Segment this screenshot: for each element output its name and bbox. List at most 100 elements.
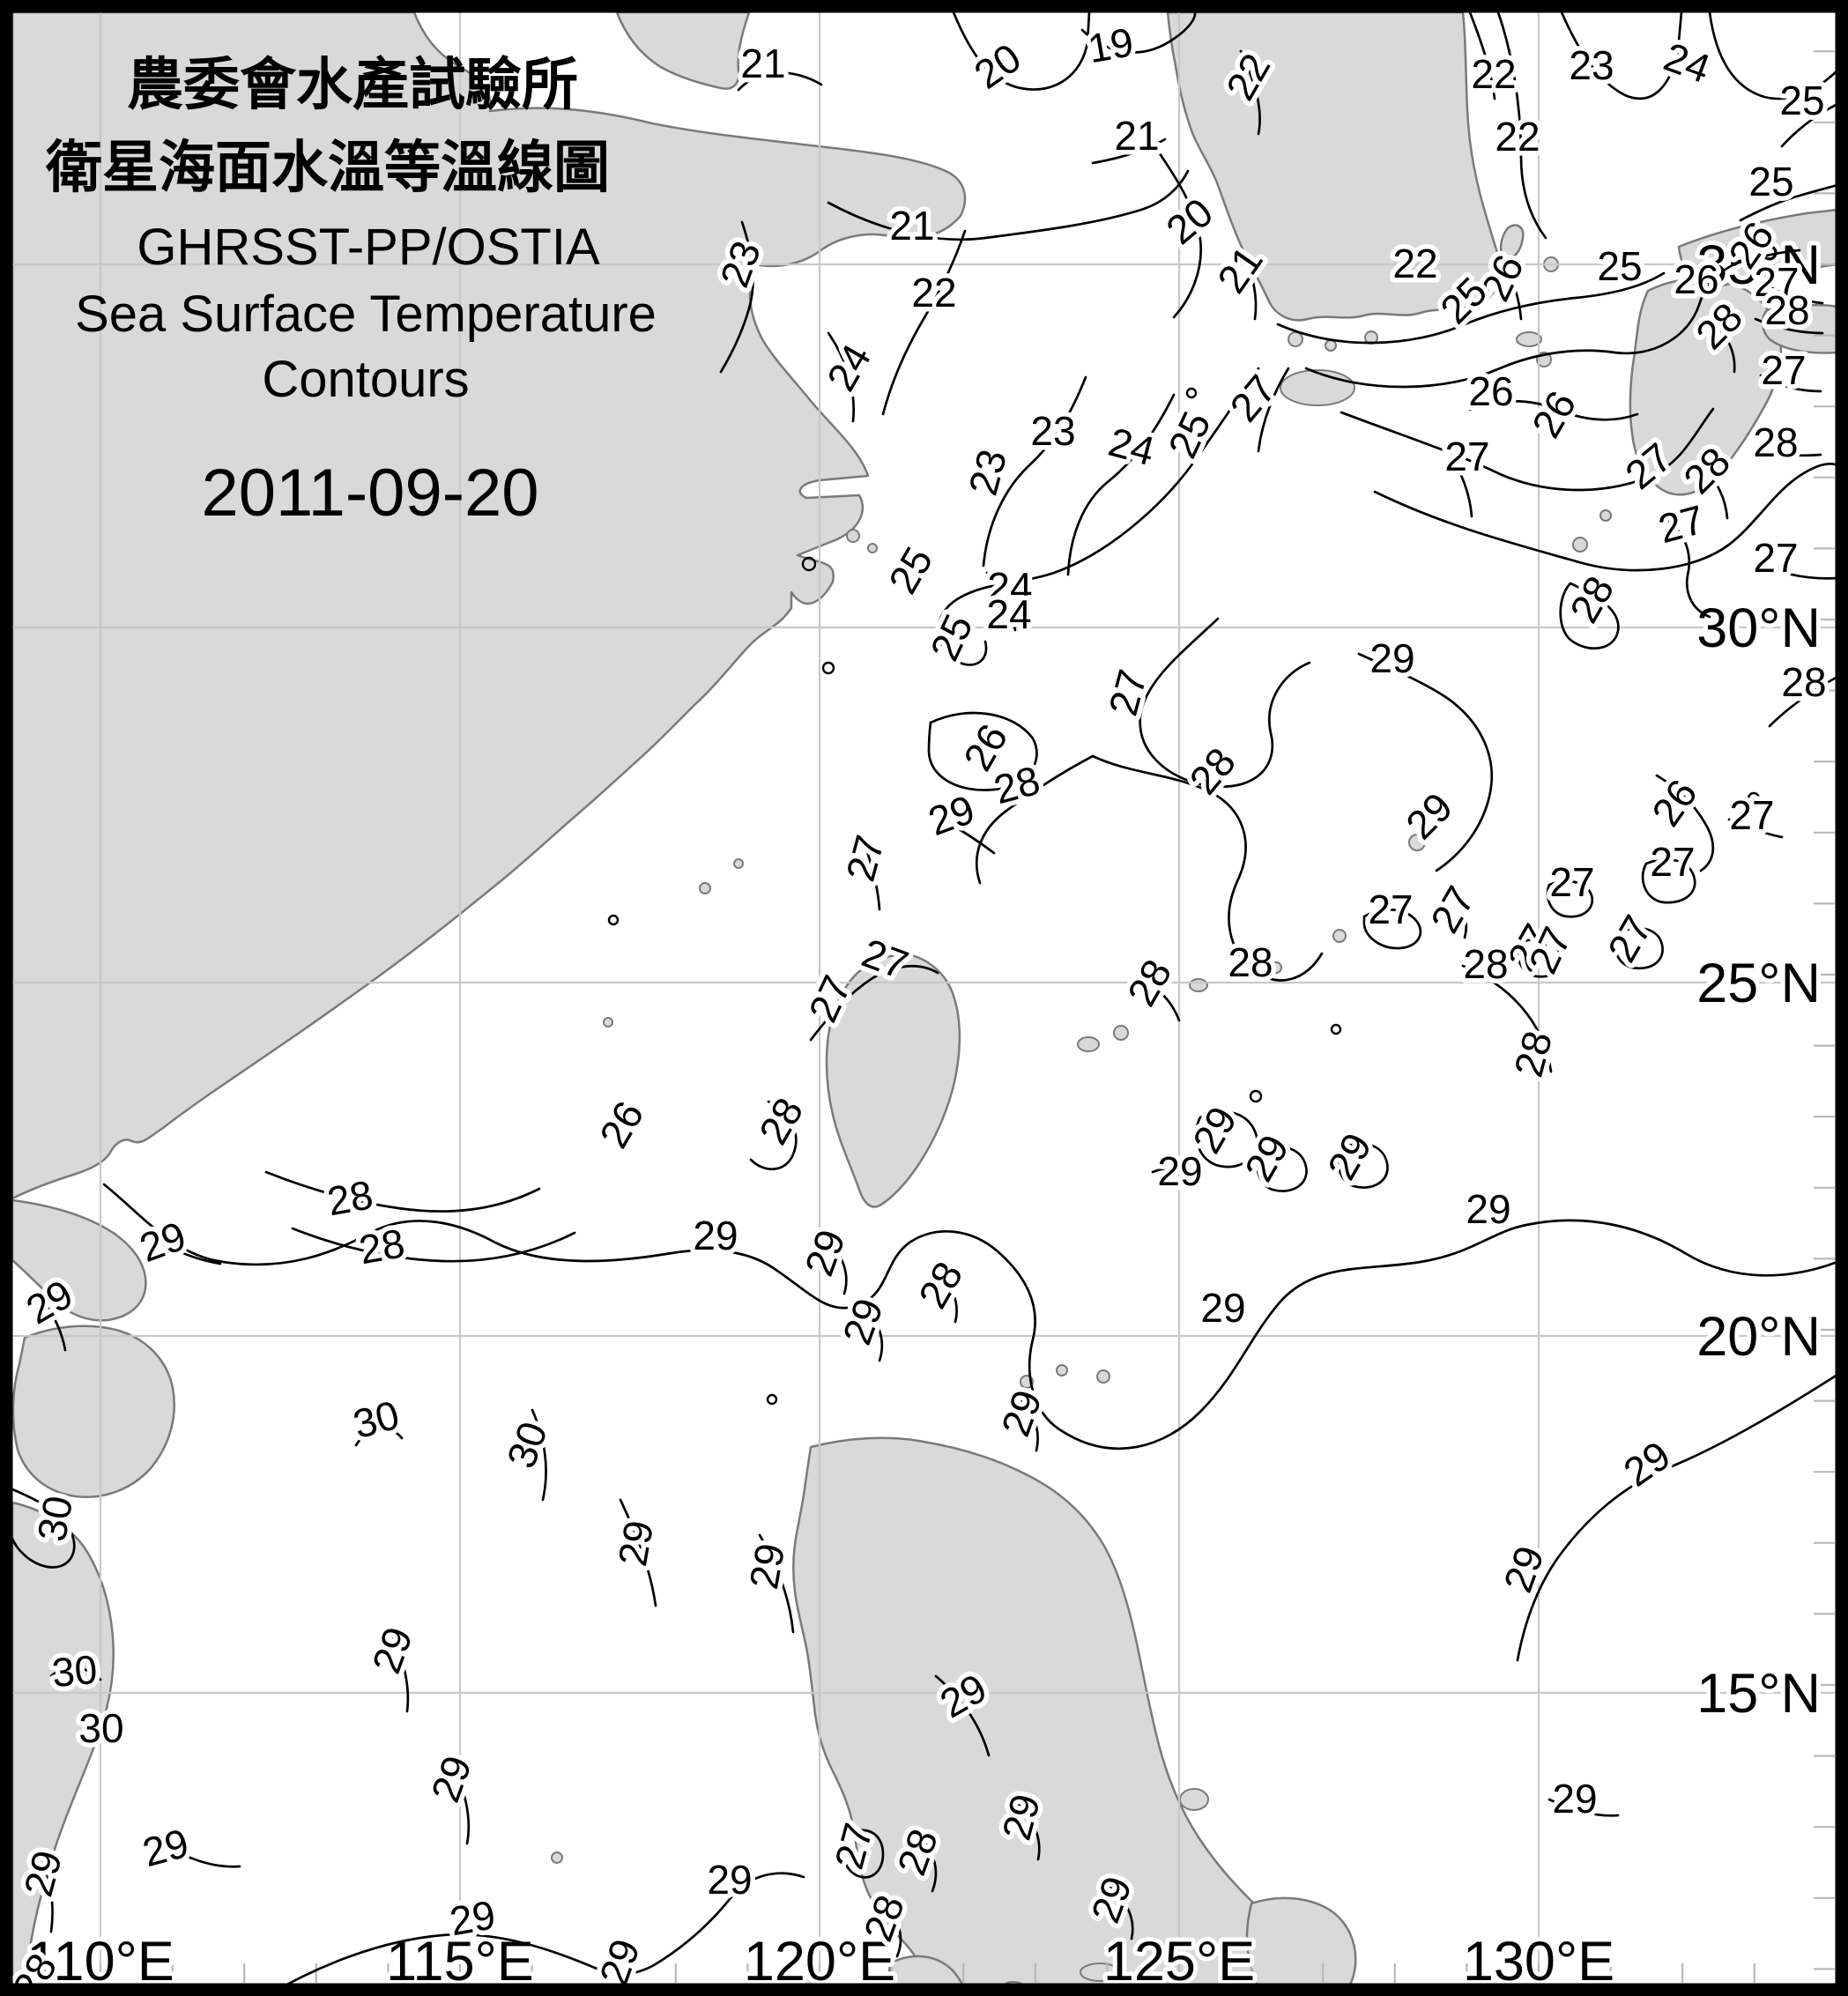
contour-label: 27	[1753, 535, 1798, 581]
isotherm-27	[809, 964, 939, 1042]
isotherm-ringlet	[1747, 791, 1761, 805]
isotherm-21	[737, 71, 823, 92]
ryukyu-islet	[1599, 509, 1612, 522]
isotherm-29	[1516, 1373, 1839, 1662]
isotherm-28	[264, 1170, 541, 1213]
yaeyama-islet	[1113, 1025, 1129, 1041]
catanduanes-island	[1179, 1788, 1209, 1811]
contour-label: 27	[1761, 347, 1806, 393]
isotherm-28	[1711, 321, 1736, 374]
contour-label: 29	[1157, 1148, 1202, 1194]
latitude-label: 25°N	[1696, 953, 1821, 1014]
isotherm-26	[927, 711, 1038, 791]
title-block: 農委會水產試驗所 衛星海面水溫等溫線圖 GHRSST-PP/OSTIA Sea …	[45, 53, 657, 531]
isotherm-28	[913, 1831, 938, 1893]
contour-label: 22	[1495, 114, 1540, 160]
isotherm-24	[1066, 393, 1176, 576]
isotherm-20	[952, 11, 1091, 91]
contour-label: 30	[28, 1493, 81, 1545]
ryukyu-islet	[1270, 961, 1282, 974]
contour-label: 27	[1549, 859, 1594, 905]
isotherm-28	[749, 1100, 798, 1171]
contour-label: 23	[1030, 408, 1075, 454]
isotherm-23	[1560, 11, 1683, 100]
landmass-vietnam	[11, 1501, 115, 1996]
isotherm-28	[1701, 465, 1729, 520]
isotherm-27	[1340, 407, 1715, 492]
isotherm-ringlet	[801, 556, 817, 572]
contour-label: 30	[78, 1705, 123, 1751]
isotherm-24	[985, 571, 1017, 632]
babuyan-islet	[1056, 1364, 1068, 1376]
isotherm-28	[1461, 964, 1553, 1073]
isotherm-30	[354, 1427, 404, 1447]
contour-label: 27	[1650, 839, 1695, 885]
isotherm-22	[881, 229, 967, 416]
contour-label: 28	[1753, 419, 1798, 465]
coastal-islet	[603, 1017, 613, 1028]
isotherm-25	[1739, 183, 1839, 222]
isotherm-29	[41, 1856, 54, 1933]
isotherm-27	[1546, 879, 1594, 918]
isotherm-29	[925, 809, 996, 855]
isotherm-ringlet	[607, 914, 620, 926]
landmass-korea	[1166, 11, 1502, 322]
coastal-islet	[699, 882, 711, 894]
isotherm-22	[1496, 11, 1547, 240]
isotherm-29	[1151, 1167, 1197, 1184]
coastal-islet	[846, 529, 860, 543]
isotherm-27	[1362, 908, 1422, 950]
isotherm-25	[937, 367, 1260, 666]
isotherm-ringlet	[1249, 1089, 1263, 1103]
contour-label: 21	[889, 203, 934, 249]
contour-label: 28	[324, 1171, 376, 1224]
isotherm-ringlet	[821, 661, 835, 675]
isotherm-26	[1502, 258, 1523, 321]
landmass-honshu	[1677, 208, 1839, 289]
landmass-liaodong	[615, 11, 751, 90]
isotherm-30	[49, 1666, 102, 1681]
coastal-islet	[733, 858, 744, 869]
korea-islet	[1288, 331, 1303, 347]
isotherm-27	[1662, 516, 1711, 619]
isotherm-29	[39, 1295, 67, 1352]
title-line-zh-2: 衛星海面水溫等溫線圖	[45, 136, 610, 199]
isotherm-27	[1759, 374, 1822, 393]
isotherm-25	[1276, 271, 1666, 345]
isotherm-28	[1768, 675, 1839, 728]
isotherm-29	[1102, 1879, 1134, 1940]
isotherm-29	[820, 1234, 848, 1295]
isotherm-29	[758, 1533, 795, 1634]
isotherm-28	[878, 1900, 902, 1958]
contour-label: 25	[1748, 159, 1793, 204]
contour-label: 24	[986, 591, 1031, 637]
contour-label: 29	[693, 1213, 738, 1258]
contour-label: 28	[1781, 659, 1826, 705]
isotherm-27	[1139, 617, 1311, 789]
isotherm-28	[1373, 463, 1839, 572]
isotherm-28	[1135, 975, 1181, 1022]
isotherm-27	[1641, 857, 1696, 904]
contour-label: 19	[1085, 19, 1137, 71]
isotherm-ringlet	[1330, 1023, 1342, 1035]
isotherm-29	[155, 1239, 222, 1265]
isotherm-27	[1257, 367, 1290, 453]
isotherm-29	[1194, 1110, 1258, 1169]
title-line-en-2: Sea Surface Temperature	[75, 286, 657, 343]
isotherm-29-main	[102, 1183, 1839, 1451]
masbate-island	[1080, 1963, 1120, 1982]
isotherm-29	[1010, 1796, 1041, 1861]
isotherm-21	[1239, 247, 1258, 321]
babuyan-islet	[1096, 1369, 1110, 1384]
title-line-en-1: GHRSST-PP/OSTIA	[137, 219, 600, 276]
contour-label: 29	[1200, 1285, 1245, 1331]
ryukyu-islet	[1408, 834, 1426, 851]
isotherm-27	[1614, 926, 1664, 970]
isotherm-26	[1304, 249, 1801, 389]
contour-label: 25	[1597, 243, 1642, 289]
contour-label: 25	[1779, 78, 1824, 123]
latitude-label: 15°N	[1696, 1663, 1821, 1725]
